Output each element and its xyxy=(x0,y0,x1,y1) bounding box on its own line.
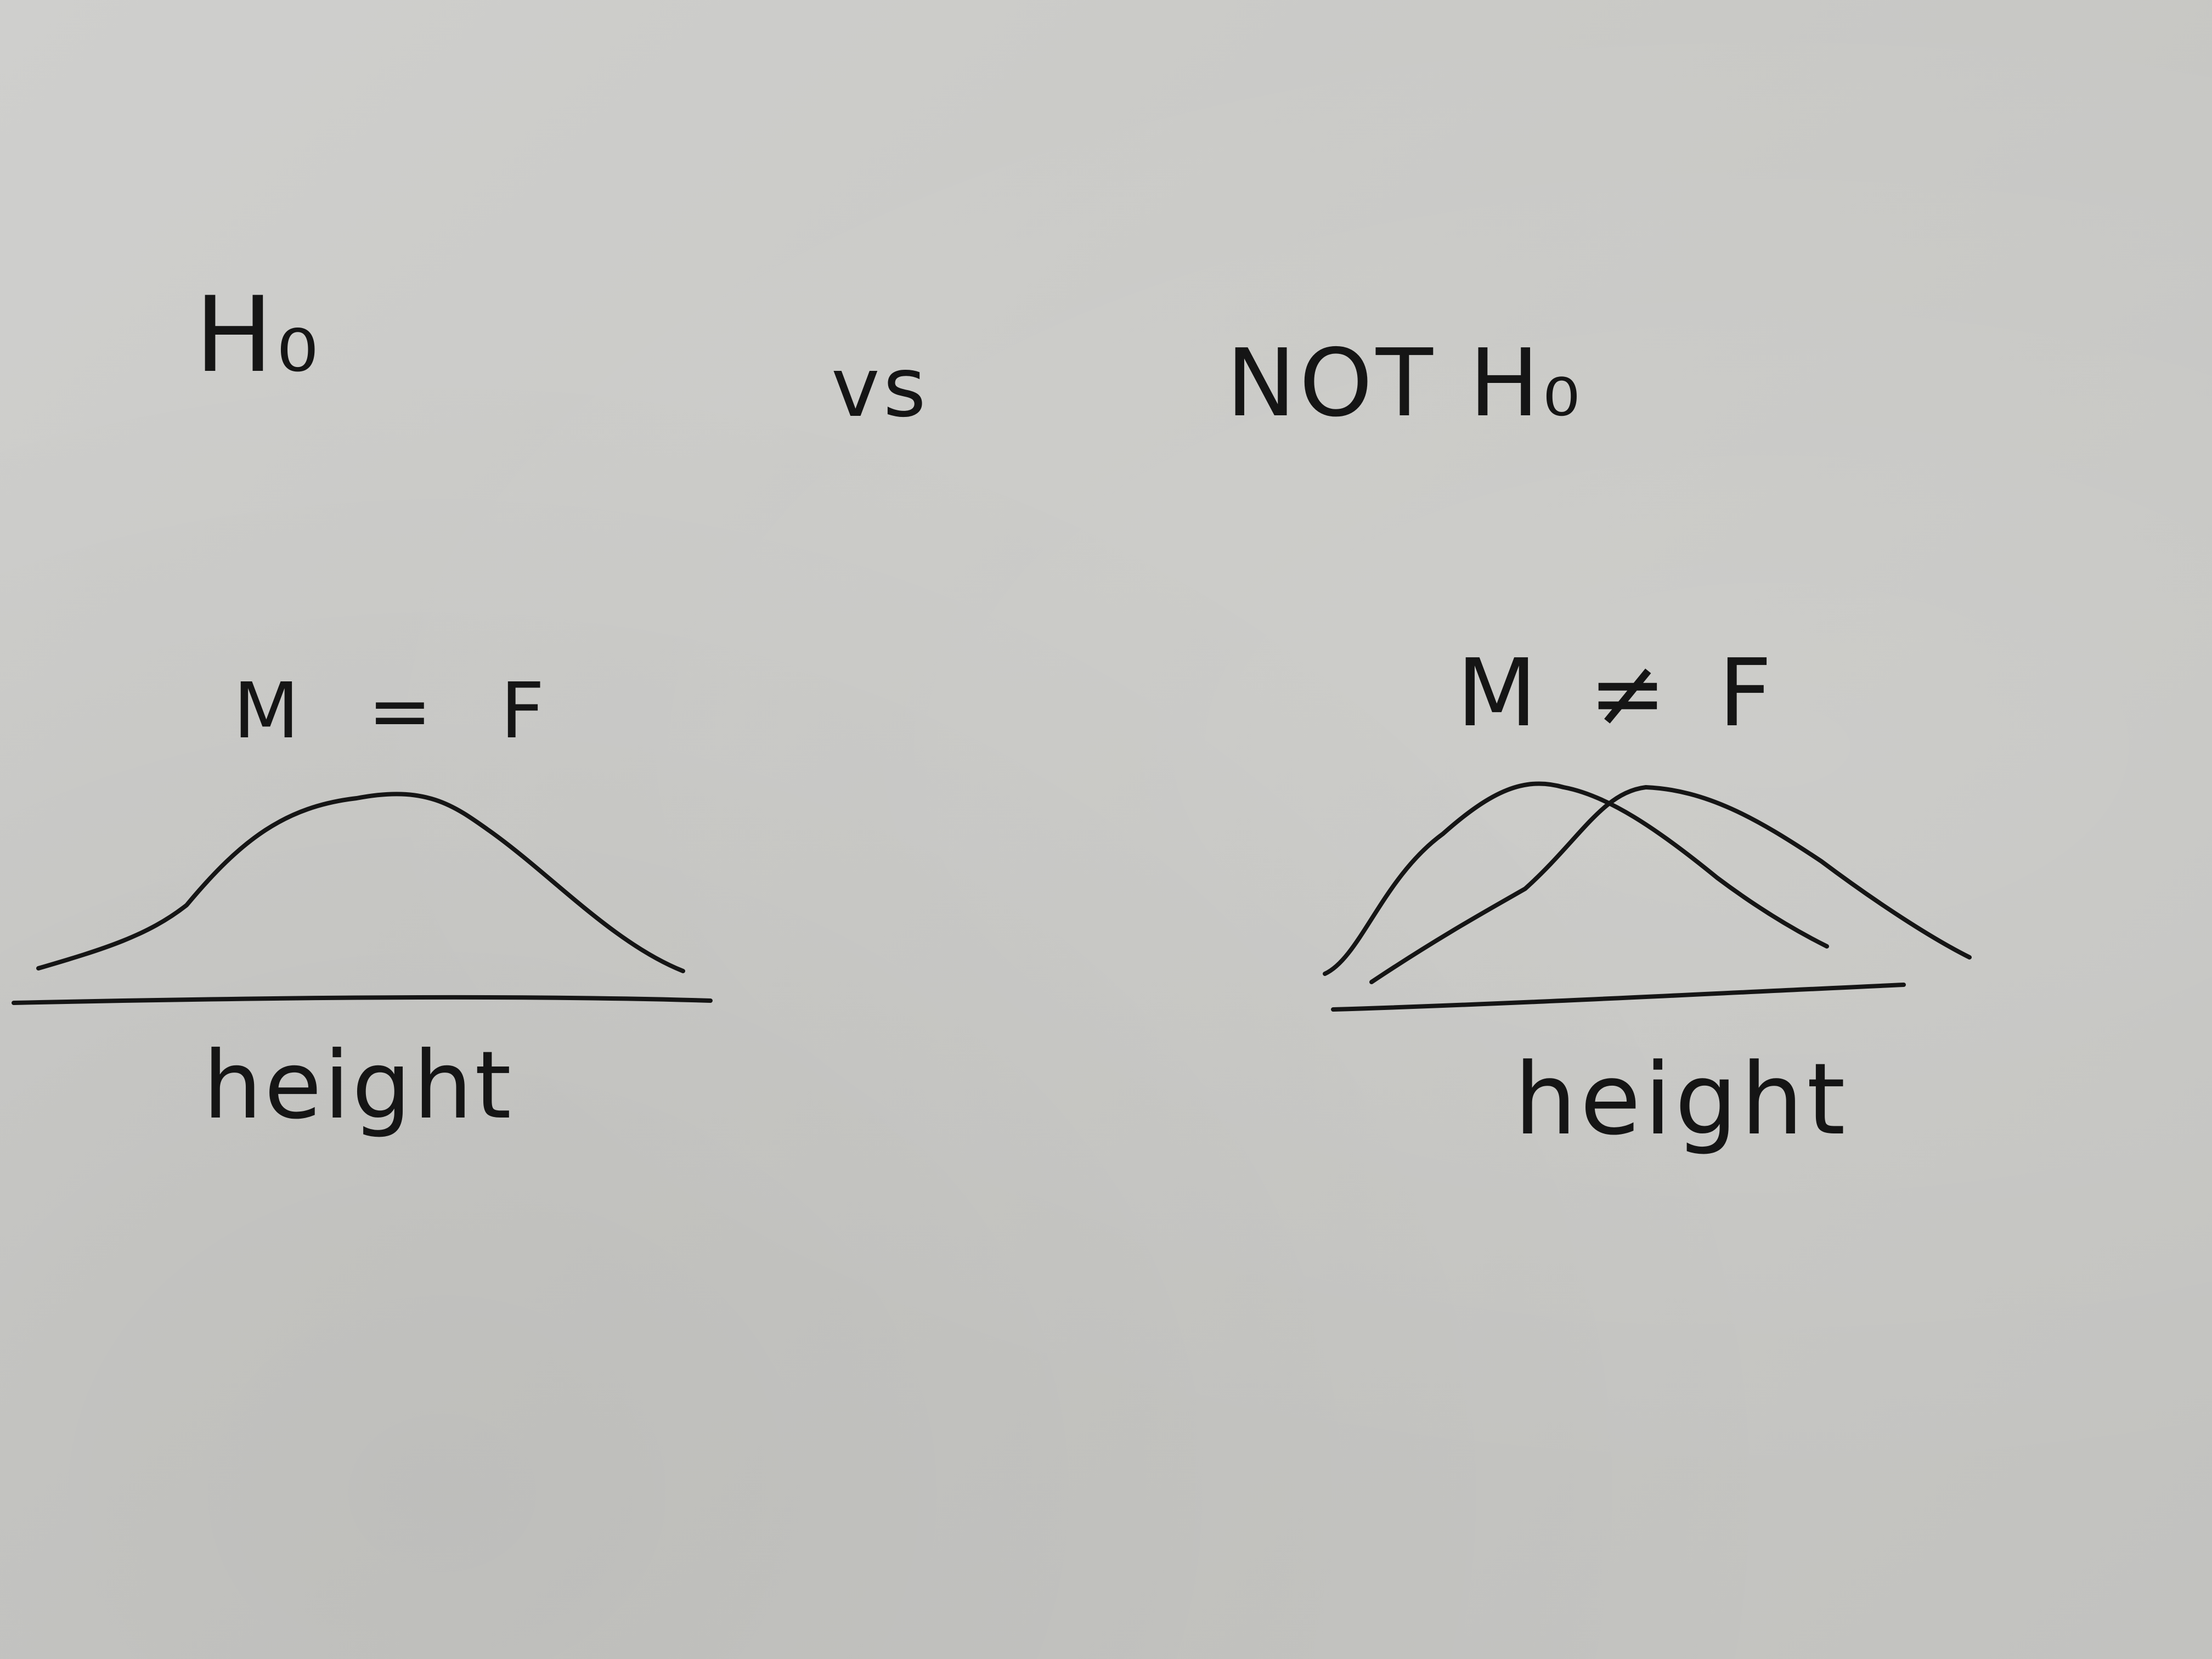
right-x-axis xyxy=(1333,985,1904,1009)
left-x-axis xyxy=(14,997,710,1003)
left-distribution-curve xyxy=(38,794,683,971)
right-distribution-curve-1 xyxy=(1325,783,1827,974)
